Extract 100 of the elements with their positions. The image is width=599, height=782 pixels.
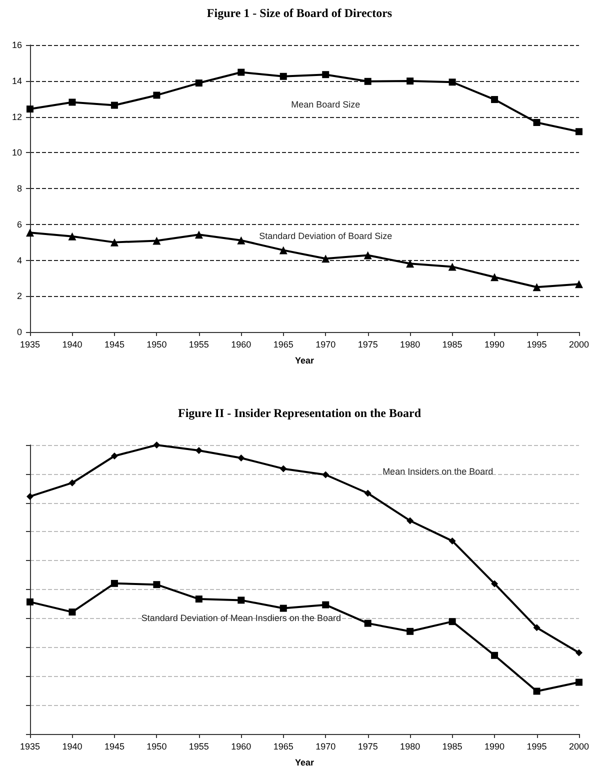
point [110,452,118,460]
x-tick-label: 2000 [568,340,590,350]
point [448,78,456,86]
point [280,465,287,472]
point [280,604,287,612]
point [68,608,76,616]
x-axis-title: Year [294,356,314,366]
y-tick-label: 8 [16,184,22,194]
point [26,492,34,500]
point [68,232,76,240]
x-tick-label: 1960 [231,340,252,350]
x-tick-label: 1985 [442,742,462,752]
x-tick-label: 1935 [20,742,40,752]
x-tick-label: 1950 [146,742,167,752]
y-tick-label: 0 [16,327,22,337]
y-tick-label: 2 [16,291,22,302]
x-tick-label: 1985 [442,340,462,350]
point [238,454,245,462]
x-tick-label: 1975 [358,742,378,752]
point [153,581,160,588]
x-tick-label: 1955 [188,742,209,752]
point [68,479,76,486]
point [238,596,245,604]
x-tick-label: 1945 [104,742,124,752]
series-label: Mean Board Size [291,100,360,110]
point [533,624,540,632]
point [532,283,541,292]
y-tick-label: 16 [12,40,22,50]
point [406,78,414,85]
point [491,580,498,588]
point [406,517,414,524]
x-tick-label: 1980 [400,742,420,752]
point [68,98,76,106]
point [26,106,34,113]
point [322,71,330,78]
point [195,446,202,454]
point [533,688,540,695]
point [26,598,34,606]
x-tick-label: 1975 [358,340,378,350]
x-tick-label: 1965 [273,340,294,350]
point [279,246,288,254]
point [238,68,245,76]
y-tick-label: 14 [12,76,22,86]
point [491,652,498,659]
x-tick-label: 1955 [188,340,209,350]
point [110,580,118,587]
chart-title: Figure 1 - Size of Board of Directors [206,6,392,20]
point [575,280,583,288]
point [406,260,414,268]
x-tick-label: 1970 [316,742,336,752]
x-tick-label: 1995 [526,742,547,752]
x-tick-label: 1940 [62,340,82,350]
point [26,228,34,237]
point [153,92,160,99]
series-label: Standard Deviation of Mean Insdiers on the Board [141,613,341,624]
x-axis-title: Year [294,758,314,768]
point [195,596,202,603]
text: Mean Insiders on the Board [382,466,494,476]
point [490,273,499,282]
point [448,262,456,271]
point [364,490,372,497]
y-tick-label: 10 [12,148,22,158]
series-label: Standard Deviation of Board Size [259,231,392,242]
point [194,230,203,239]
point [448,537,456,544]
point [195,80,202,87]
point [576,678,582,686]
point [364,78,372,85]
x-tick-label: 1945 [104,340,124,350]
x-tick-label: 1965 [273,742,294,752]
point [322,471,330,478]
x-tick-label: 1940 [62,742,82,752]
x-tick-label: 1960 [231,742,252,752]
point [448,618,456,626]
x-tick-label: 2000 [568,742,590,752]
point [322,254,330,263]
point [152,236,161,245]
x-tick-label: 1995 [526,340,547,350]
point [533,118,540,126]
point [237,236,246,244]
point [322,601,330,608]
x-tick-label: 1935 [20,340,40,350]
y-tick-label: 6 [16,219,22,230]
point [576,649,582,656]
y-tick-label: 4 [16,255,22,266]
point [110,238,118,246]
x-tick-label: 1970 [316,340,336,350]
x-tick-label: 1990 [484,340,505,350]
chart-title: Figure II - Insider Representation on the Board [178,406,422,420]
point [364,251,372,260]
point [576,128,582,136]
x-tick-label: 1980 [400,340,420,350]
x-tick-label: 1990 [484,742,505,752]
point [153,442,160,448]
point [280,72,287,80]
point [491,96,498,104]
x-tick-label: 1950 [146,340,167,350]
point [406,628,414,635]
point [364,620,372,627]
y-tick-label: 12 [12,112,22,122]
